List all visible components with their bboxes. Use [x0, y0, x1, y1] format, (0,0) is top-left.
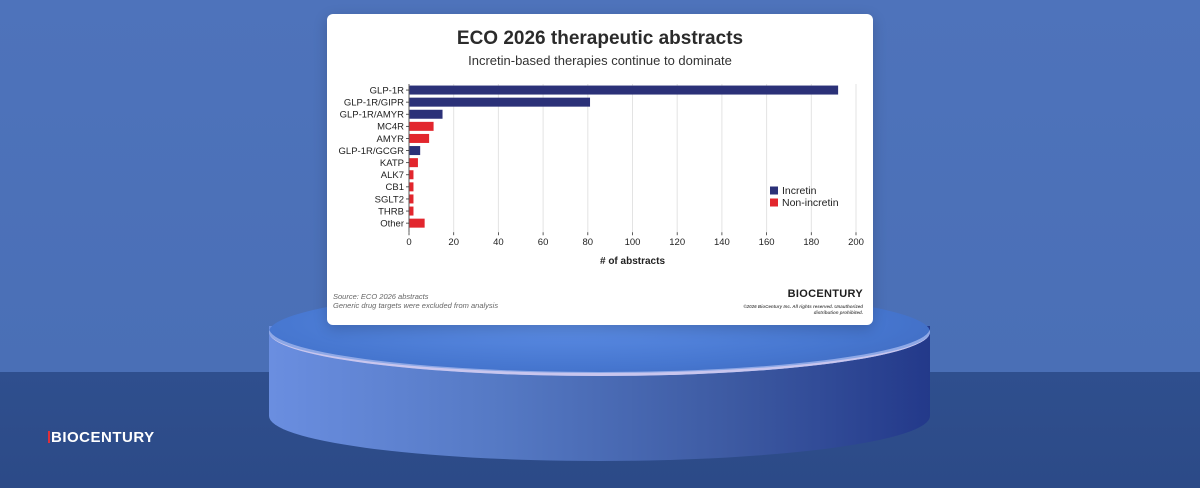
chart-title: ECO 2026 therapeutic abstracts — [456, 28, 744, 49]
x-tick-label: 20 — [448, 237, 459, 248]
category-label: GLP-1R — [370, 85, 404, 96]
legend-swatch — [770, 198, 778, 207]
bar — [409, 218, 425, 228]
bar — [409, 109, 443, 119]
bar — [409, 194, 414, 204]
bar — [409, 170, 414, 180]
pedestal-rim — [269, 288, 930, 376]
x-tick-label: 160 — [759, 237, 775, 248]
category-label: GLP-1R/GCGR — [339, 146, 405, 157]
bar — [409, 85, 839, 95]
bar — [409, 206, 414, 216]
x-tick-label: 80 — [583, 237, 594, 248]
legend-label: Incretin — [782, 185, 817, 197]
x-tick-label: 140 — [714, 237, 730, 248]
x-tick-label: 40 — [493, 237, 504, 248]
exclusion-note: Generic drug targets were excluded from … — [333, 301, 499, 310]
bar — [409, 97, 591, 107]
page-logo: BIOCENTURY — [48, 429, 155, 446]
bar — [409, 121, 434, 131]
x-tick-label: 120 — [669, 237, 685, 248]
x-tick-label: 0 — [406, 237, 411, 248]
legend-swatch — [770, 186, 778, 195]
source-note: Source: ECO 2026 abstracts — [333, 292, 429, 301]
logo-accent-bar — [48, 431, 50, 443]
category-label: ALK7 — [381, 170, 404, 181]
bar-chart: 0 20 40 60 80 100 120 140 160 180 200GLP-1RGLP-1R/… — [339, 84, 864, 267]
x-tick-label: 200 — [848, 237, 864, 248]
category-label: GLP-1R/GIPR — [344, 97, 404, 108]
bar — [409, 182, 414, 192]
category-label: CB1 — [386, 182, 404, 193]
chart-subtitle: Incretin-based therapies continue to dom… — [468, 53, 732, 68]
category-label: Other — [380, 218, 404, 229]
page-logo-text: BIOCENTURY — [51, 429, 155, 446]
copyright-note: ©2026 BioCentury Inc. All rights reserve… — [743, 304, 863, 315]
category-label: GLP-1R/AMYR — [340, 110, 405, 121]
category-label: AMYR — [377, 134, 405, 145]
category-label: MC4R — [377, 122, 404, 133]
x-tick-label: 180 — [803, 237, 819, 248]
bar — [409, 158, 418, 168]
legend-label: Non-incretin — [782, 197, 839, 209]
card-logo: BIOCENTURY — [787, 288, 863, 300]
category-label: THRB — [378, 206, 404, 217]
category-label: KATP — [380, 158, 404, 169]
x-axis-label: # of abstracts — [600, 256, 665, 267]
x-tick-label: 100 — [625, 237, 641, 248]
x-tick-label: 60 — [538, 237, 549, 248]
bar — [409, 146, 421, 156]
bar — [409, 133, 430, 143]
category-label: SGLT2 — [375, 194, 404, 205]
chart-card: ECO 2026 therapeutic abstracts Incretin-… — [327, 14, 873, 325]
